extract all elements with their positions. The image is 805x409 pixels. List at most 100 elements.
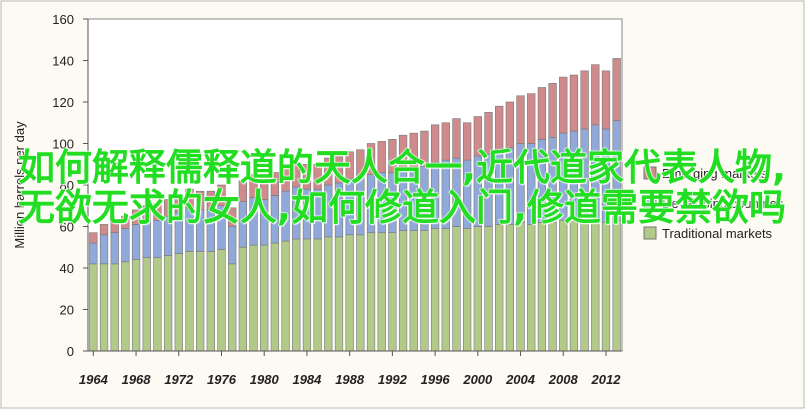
bar-segment: [302, 238, 312, 352]
legend-label: Emerging markets: [662, 166, 768, 181]
bar-segment: [281, 240, 290, 352]
bar-segment: [356, 234, 365, 352]
bar-segment: [131, 224, 141, 261]
bar-segment: [142, 257, 151, 352]
bar-segment: [580, 70, 589, 130]
bar-segment: [452, 226, 461, 352]
y-tick-label: 140: [52, 54, 74, 69]
bar-segment: [409, 132, 418, 169]
bar-segment: [110, 219, 119, 234]
bar-segment: [612, 219, 621, 352]
bar-segment: [163, 199, 173, 217]
bar-segment: [377, 232, 386, 352]
bar-segment: [569, 74, 579, 132]
bar-segment: [292, 163, 301, 188]
bar-segment: [548, 222, 557, 352]
x-tick-label: 1996: [421, 372, 451, 387]
x-tick-label: 1992: [378, 372, 408, 387]
x-tick-label: 1964: [79, 372, 109, 387]
x-tick-label: 1968: [122, 372, 152, 387]
x-tick-label: 1976: [207, 372, 237, 387]
bar-segment: [174, 195, 183, 213]
bar-segment: [110, 263, 119, 352]
bar-segment: [89, 263, 98, 352]
bar-segment: [238, 246, 248, 352]
bar-segment: [131, 209, 141, 225]
bar-segment: [569, 219, 579, 352]
bar-segment: [121, 261, 130, 352]
y-tick-label: 20: [60, 303, 74, 318]
bar-segment: [430, 124, 440, 163]
bar-segment: [195, 251, 205, 352]
bar-segment: [195, 190, 205, 211]
legend-swatch: [643, 166, 657, 180]
y-tick-label: 80: [60, 178, 74, 193]
bar-segment: [430, 228, 440, 352]
bar-segment: [185, 251, 194, 352]
bar-segment: [89, 232, 98, 244]
bar-segment: [505, 224, 515, 352]
bar-segment: [441, 122, 450, 161]
bar-segment: [441, 228, 450, 352]
bar-segment: [495, 105, 504, 151]
bar-segment: [473, 226, 482, 352]
bar-segment: [398, 134, 408, 169]
bar-segment: [388, 232, 397, 352]
bar-segment: [142, 205, 151, 221]
bar-segment: [131, 259, 141, 352]
bar-segment: [345, 151, 354, 180]
bar-segment: [420, 230, 429, 352]
bar-segment: [356, 149, 365, 180]
bar-segment: [185, 188, 194, 209]
y-tick-label: 60: [60, 220, 74, 235]
bar-segment: [388, 139, 397, 173]
bar-segment: [228, 207, 237, 227]
bar-segment: [334, 236, 344, 352]
bar-segment: [121, 228, 130, 263]
bar-segment: [249, 174, 258, 198]
legend-swatch: [643, 196, 657, 210]
bar-segment: [324, 236, 333, 352]
bar-segment: [409, 230, 418, 352]
bar-segment: [516, 222, 525, 352]
y-tick-label: 100: [52, 137, 74, 152]
bar-segment: [612, 58, 621, 121]
bar-segment: [420, 130, 429, 167]
bar-segment: [270, 172, 280, 196]
bar-segment: [495, 224, 504, 352]
bar-segment: [99, 224, 109, 236]
bar-segment: [163, 255, 173, 352]
bar-segment: [484, 226, 493, 352]
bar-segment: [366, 143, 376, 175]
bar-segment: [601, 222, 611, 352]
bar-segment: [537, 222, 547, 352]
bar-segment: [270, 242, 280, 352]
bar-segment: [377, 141, 386, 173]
x-tick-label: 1980: [250, 372, 280, 387]
bar-segment: [527, 93, 536, 144]
legend-label: Developing countries: [662, 196, 784, 211]
bar-segment: [398, 230, 408, 352]
bar-segment: [153, 203, 162, 221]
x-tick-label: 2004: [505, 372, 536, 387]
bar-segment: [260, 244, 269, 352]
bar-segment: [292, 238, 301, 352]
bar-segment: [249, 244, 258, 352]
bar-segment: [462, 228, 472, 352]
x-tick-label: 2000: [462, 372, 493, 387]
bar-segment: [537, 87, 547, 140]
bar-segment: [345, 234, 354, 352]
x-tick-label: 2012: [591, 372, 622, 387]
bar-segment: [206, 251, 215, 352]
y-tick-label: 120: [52, 95, 74, 110]
bar-segment: [174, 253, 183, 352]
x-tick-label: 1972: [164, 372, 194, 387]
bar-segment: [559, 76, 568, 134]
bar-segment: [228, 226, 237, 265]
overlay-text: 如何解释儒释道的天人合一,近代道家代表人物,无欲无求的女人,如何修道入门,修道需…: [17, 146, 787, 229]
bar-segment: [591, 64, 600, 126]
bar-segment: [313, 238, 322, 352]
bar-segment: [334, 155, 344, 184]
bar-segment: [238, 180, 248, 202]
